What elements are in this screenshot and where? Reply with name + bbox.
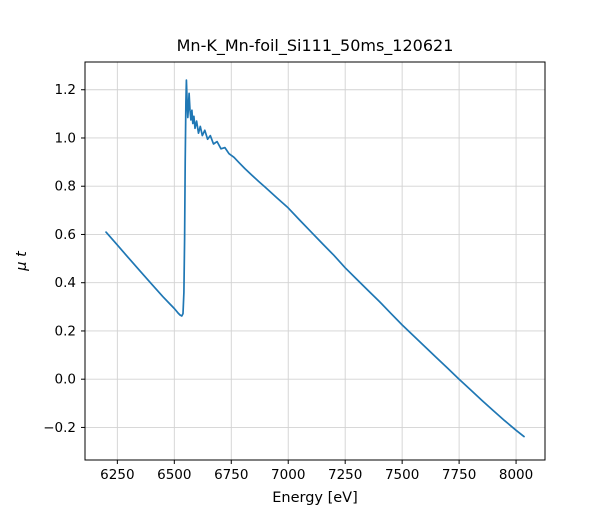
y-tick-label: 0.6	[55, 227, 76, 243]
x-tick-label: 7750	[442, 467, 476, 483]
data-line	[105, 79, 525, 438]
x-tick-label: 6250	[100, 467, 134, 483]
y-tick-label: −0.2	[43, 420, 76, 436]
y-tick-label: 0.8	[55, 179, 76, 195]
y-tick-label: 0.0	[55, 372, 76, 388]
x-tick-label: 7000	[271, 467, 305, 483]
x-tick-label: 8000	[499, 467, 533, 483]
x-tick-label: 6500	[157, 467, 191, 483]
plot-frame	[84, 61, 546, 461]
x-tick-label: 7500	[385, 467, 419, 483]
y-tick-label: 1.2	[55, 82, 76, 98]
y-tick-label: 0.2	[55, 323, 76, 339]
x-axis-label: Energy [eV]	[272, 490, 358, 506]
y-tick-label: 0.4	[55, 275, 76, 291]
y-tick-label: 1.0	[55, 130, 76, 146]
x-tick-label: 7250	[328, 467, 362, 483]
chart-title: Mn-K_Mn-foil_Si111_50ms_120621	[176, 36, 454, 55]
y-axis-label: μ t	[14, 251, 30, 271]
x-tick-label: 6750	[214, 467, 248, 483]
